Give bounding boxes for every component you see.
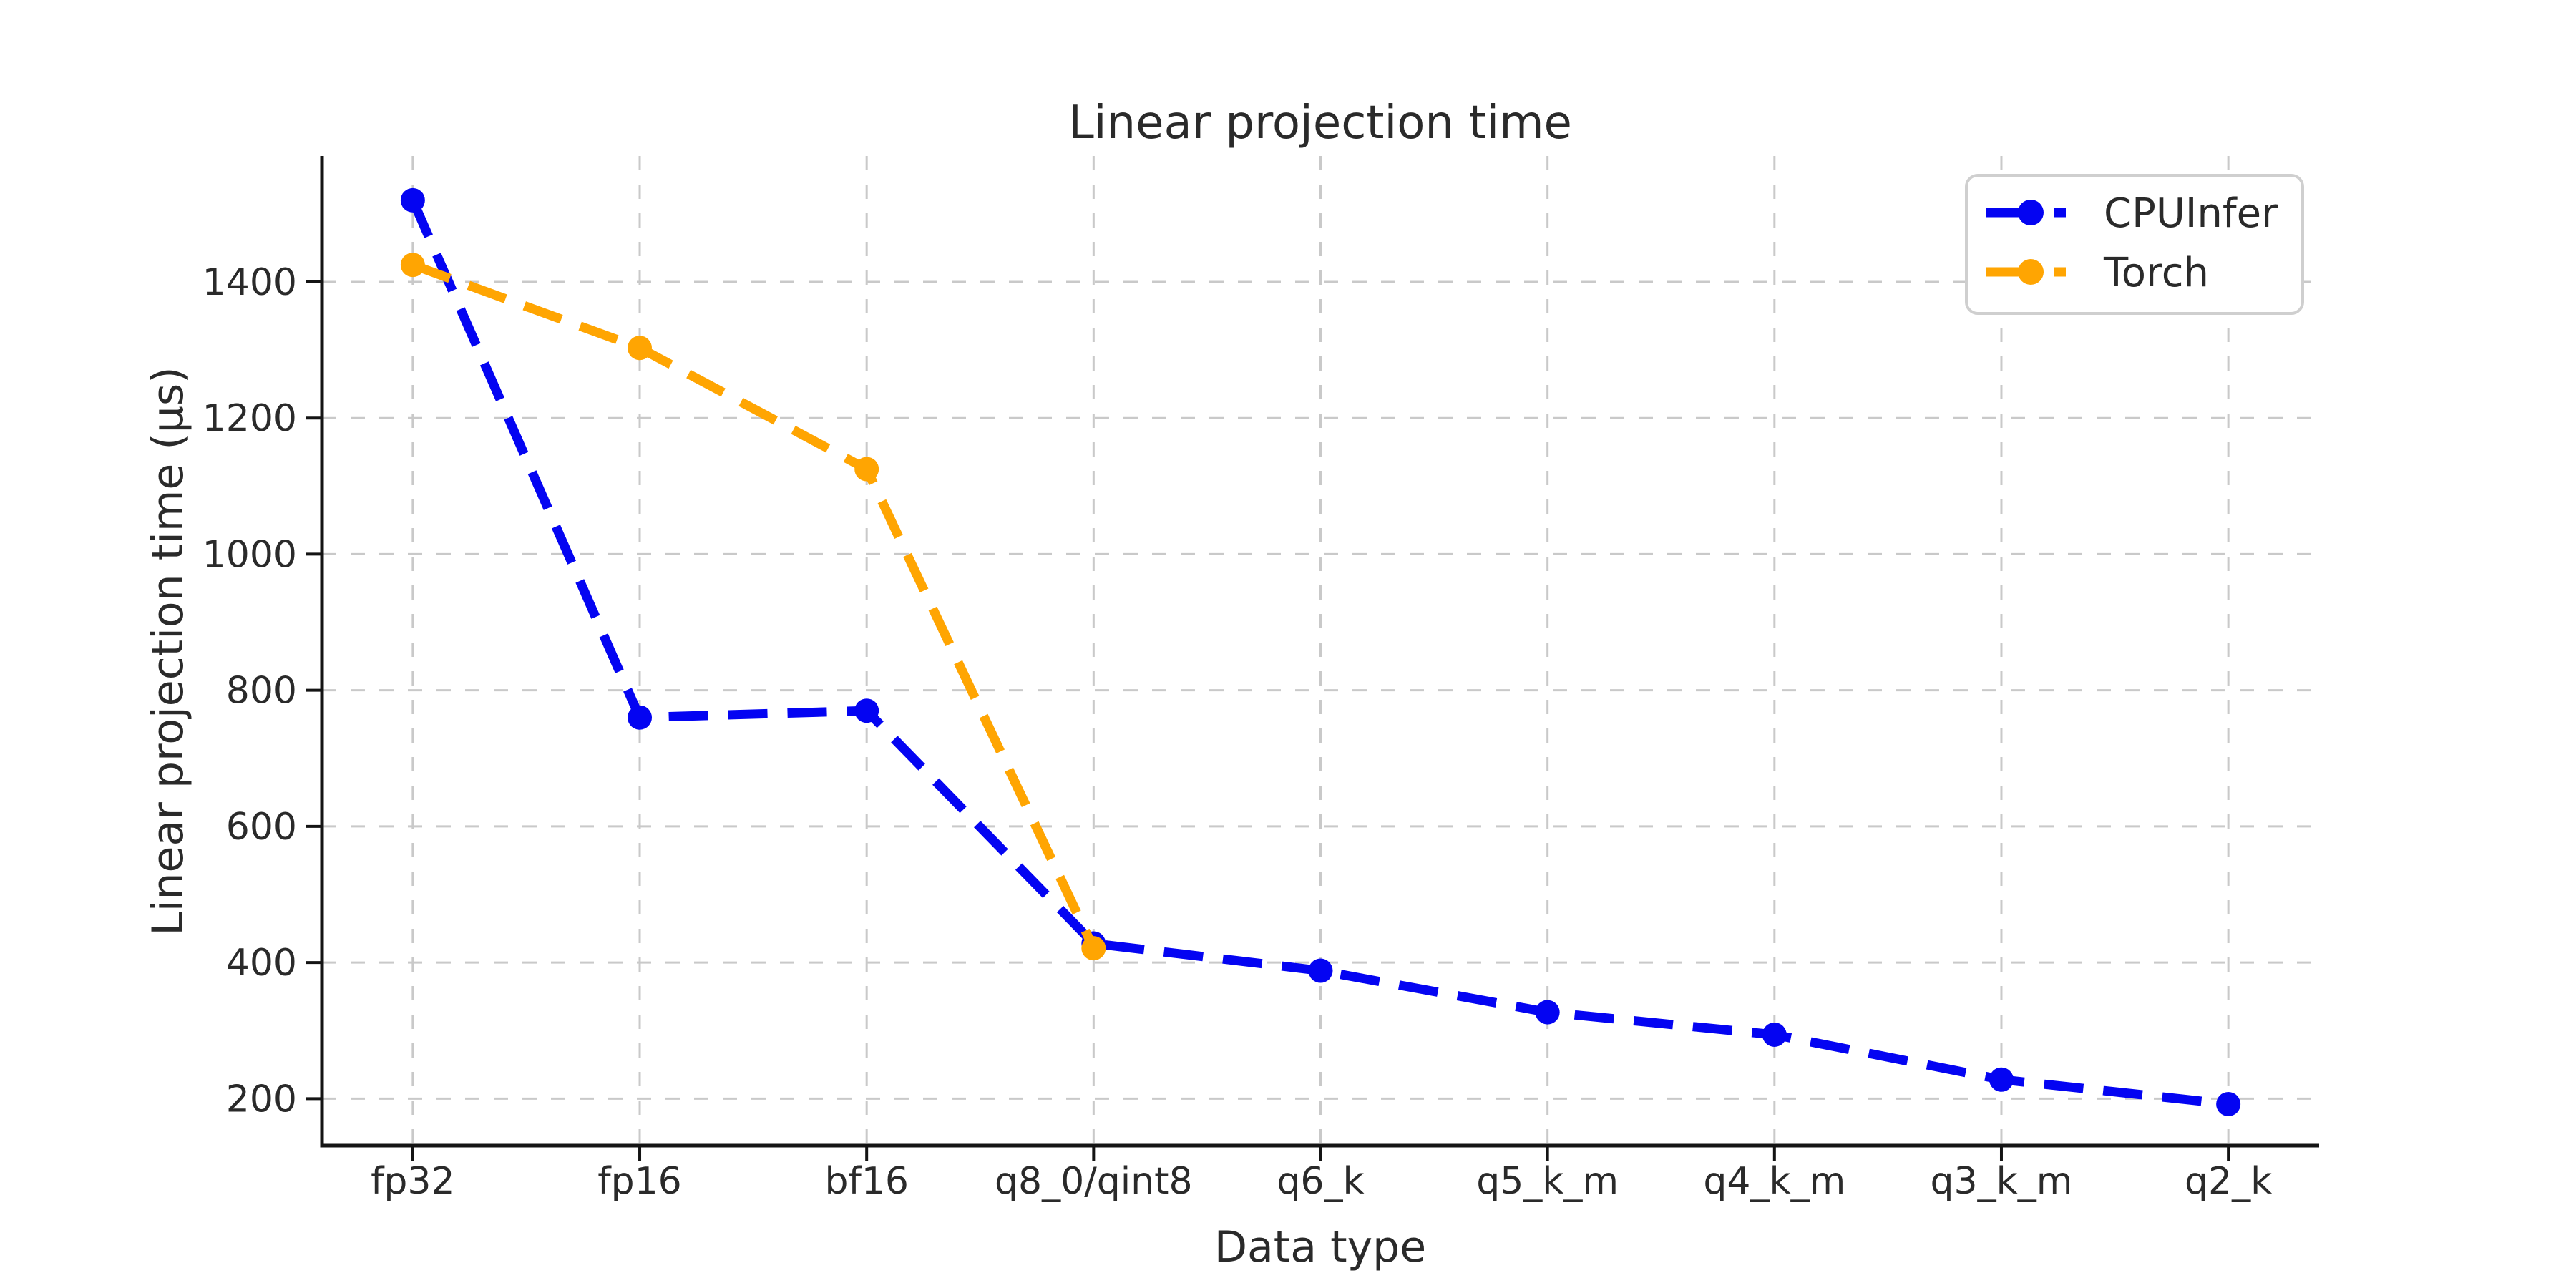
x-tick-label: q5_k_m: [1476, 1160, 1619, 1203]
x-tick-label: q4_k_m: [1703, 1160, 1845, 1203]
data-point-marker: [628, 705, 653, 730]
x-tick-label: fp16: [597, 1160, 681, 1203]
x-tick-label: q2_k: [2185, 1160, 2272, 1203]
y-tick-label: 1200: [203, 397, 297, 440]
y-axis-label: Linear projection time (µs): [143, 366, 193, 935]
series-layer: [400, 187, 2241, 1116]
legend-marker: [2018, 259, 2044, 285]
legend-marker: [2018, 200, 2044, 225]
y-tick-label: 200: [226, 1078, 297, 1121]
x-tick-label: bf16: [824, 1160, 908, 1203]
x-tick-label: q3_k_m: [1931, 1160, 2073, 1203]
data-point-marker: [854, 698, 879, 723]
data-point-marker: [1308, 958, 1333, 983]
data-point-marker: [1081, 936, 1106, 961]
data-point-marker: [2216, 1091, 2241, 1116]
tick-labels: fp32 fp16 bf16 q8_0/qint8 q6_k q5_k_m q4_k_m q3…: [203, 261, 2273, 1203]
data-point-marker: [400, 253, 425, 278]
x-axis-label: Data type: [1214, 1222, 1426, 1272]
x-tick-label: fp32: [371, 1160, 454, 1203]
y-tick-label: 400: [226, 942, 297, 985]
data-point-marker: [400, 187, 425, 213]
data-point-marker: [628, 336, 653, 361]
x-tick-label: q6_k: [1277, 1160, 1364, 1203]
legend-box: [1965, 174, 2304, 315]
legend-label: Torch: [2103, 250, 2209, 296]
y-tick-label: 600: [226, 806, 297, 849]
data-point-marker: [1989, 1067, 2014, 1092]
chart-title: Linear projection time: [1068, 97, 1572, 150]
y-tick-label: 1400: [203, 261, 297, 304]
series-line-torch: [411, 260, 1098, 950]
legend-entry-torch: Torch: [1986, 250, 2209, 296]
data-point-marker: [1762, 1022, 1787, 1047]
legend: CPUInfer Torch: [1965, 174, 2304, 315]
legend-label: CPUInfer: [2104, 190, 2278, 237]
axis-ticks: [306, 280, 2230, 1161]
x-tick-label: q8_0/qint8: [995, 1160, 1193, 1203]
legend-entry-cpuinfer: CPUInfer: [1986, 190, 2278, 237]
data-point-marker: [854, 457, 879, 482]
y-tick-label: 1000: [203, 533, 297, 576]
y-tick-label: 800: [226, 670, 297, 713]
data-point-marker: [1535, 1000, 1560, 1025]
